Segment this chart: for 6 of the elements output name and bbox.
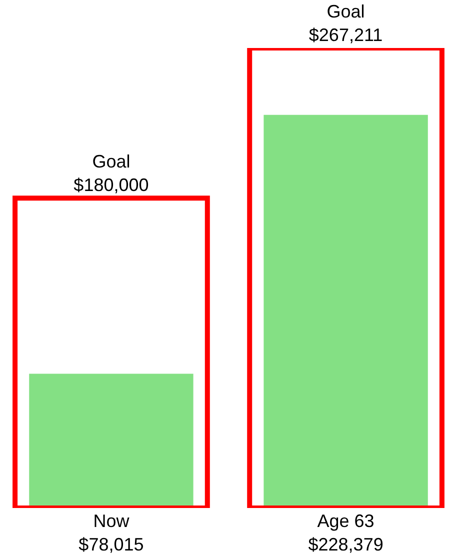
data-label: Goal $267,211: [308, 2, 383, 45]
x-tick-label: Age 63: [317, 511, 374, 531]
x-tick-label: Now: [93, 511, 130, 531]
data-label: $228,379: [308, 534, 384, 554]
data-label: $78,015: [78, 534, 144, 554]
data-label: Goal $180,000: [74, 152, 149, 196]
